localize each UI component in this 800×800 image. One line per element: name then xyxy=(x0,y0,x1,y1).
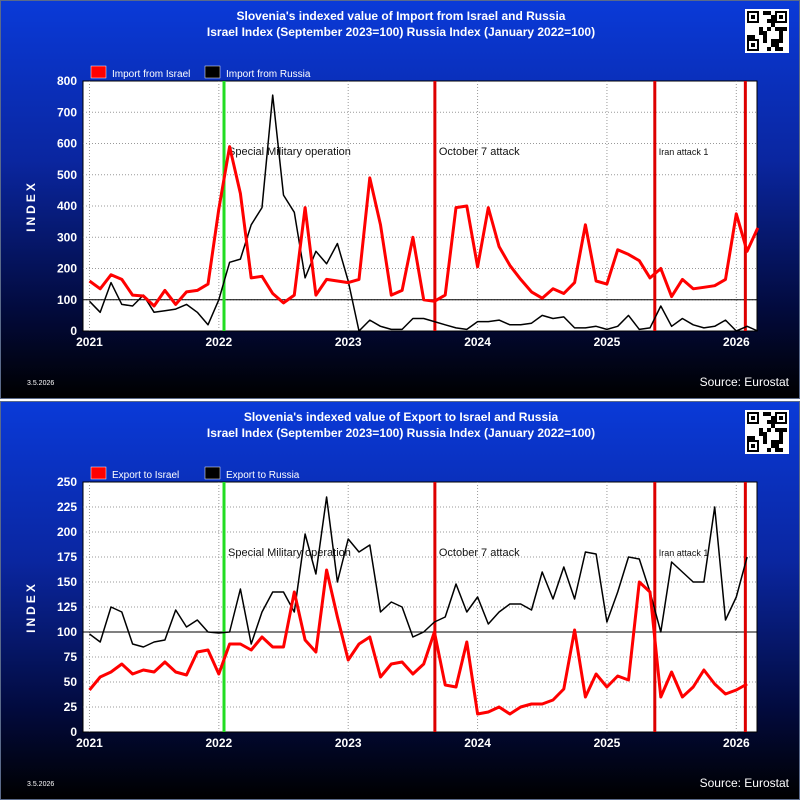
y-axis-label: INDEX xyxy=(24,581,38,633)
source-label: Source: Eurostat xyxy=(699,776,789,790)
y-tick-label: 700 xyxy=(57,105,77,119)
x-tick-label: 2021 xyxy=(76,736,103,750)
y-tick-label: 800 xyxy=(57,74,77,88)
y-tick-label: 125 xyxy=(57,600,77,614)
annotation-label: Iran attack 1 xyxy=(659,147,709,157)
qr-code-icon xyxy=(745,410,789,454)
chart-subtitle: Israel Index (September 2023=100) Russia… xyxy=(206,25,596,39)
y-axis-label: INDEX xyxy=(24,180,38,232)
chart-title: Slovenia's indexed value of Export to Is… xyxy=(243,410,559,424)
x-tick-label: 2024 xyxy=(464,736,491,750)
series-line-import-from-russia xyxy=(88,94,759,332)
annotation-label: Special Military operation xyxy=(228,547,351,559)
annotation-label: October 7 attack xyxy=(439,146,520,158)
export-chart-panel: Slovenia's indexed value of Export to Is… xyxy=(0,401,800,800)
chart-title: Slovenia's indexed value of Import from … xyxy=(236,9,566,23)
legend-entry: Export to Israel xyxy=(112,470,179,481)
x-tick-label: 2024 xyxy=(464,335,491,349)
y-tick-label: 400 xyxy=(57,199,77,213)
x-tick-label: 2022 xyxy=(205,335,232,349)
legend-entry: Import from Israel xyxy=(112,69,190,80)
annotation-label: October 7 attack xyxy=(439,547,520,559)
y-tick-label: 0 xyxy=(70,324,77,338)
y-tick-label: 600 xyxy=(57,137,77,151)
x-tick-label: 2026 xyxy=(723,335,750,349)
y-tick-label: 150 xyxy=(57,575,77,589)
legend-entry: Import from Russia xyxy=(226,69,311,80)
series-line-export-to-israel xyxy=(88,568,748,716)
y-tick-label: 200 xyxy=(57,262,77,276)
legend-swatch xyxy=(90,65,107,79)
y-tick-label: 175 xyxy=(57,550,77,564)
date-label: 3.5.2026 xyxy=(27,380,55,387)
x-tick-label: 2025 xyxy=(594,335,621,349)
y-tick-label: 200 xyxy=(57,525,77,539)
x-tick-label: 2023 xyxy=(335,736,362,750)
date-label: 3.5.2026 xyxy=(27,781,55,788)
y-tick-label: 0 xyxy=(70,725,77,739)
chart-subtitle: Israel Index (September 2023=100) Russia… xyxy=(206,426,596,440)
x-tick-label: 2026 xyxy=(723,736,750,750)
x-tick-label: 2021 xyxy=(76,335,103,349)
x-tick-label: 2022 xyxy=(205,736,232,750)
qr-code-icon xyxy=(745,9,789,53)
y-tick-label: 50 xyxy=(64,675,78,689)
y-tick-label: 250 xyxy=(57,475,77,489)
legend-swatch xyxy=(204,466,221,480)
legend-swatch xyxy=(204,65,221,79)
y-tick-label: 500 xyxy=(57,168,77,182)
import-chart: 0 100 200 300 400 500 600 700 800 2021 2022 2023 202… xyxy=(24,65,760,349)
annotation-label: Iran attack 1 xyxy=(659,548,709,558)
annotation-label: Special Military operation xyxy=(228,146,351,158)
legend-swatch xyxy=(90,466,107,480)
export-chart: 0 25 50 75 100 125 150 175 200 225 250 2021 2022 2023… xyxy=(24,466,758,750)
y-tick-label: 100 xyxy=(57,293,77,307)
import-chart-panel: Slovenia's indexed value of Import from … xyxy=(0,0,800,399)
y-tick-label: 75 xyxy=(64,650,78,664)
x-tick-label: 2023 xyxy=(335,335,362,349)
y-tick-label: 300 xyxy=(57,230,77,244)
source-label: Source: Eurostat xyxy=(699,375,789,389)
x-tick-label: 2025 xyxy=(594,736,621,750)
y-tick-label: 100 xyxy=(57,625,77,639)
series-line-export-to-russia xyxy=(89,496,748,648)
legend-entry: Export to Russia xyxy=(226,470,300,481)
y-tick-label: 225 xyxy=(57,500,77,514)
series-line-import-from-israel xyxy=(88,145,760,308)
y-tick-label: 25 xyxy=(64,700,78,714)
